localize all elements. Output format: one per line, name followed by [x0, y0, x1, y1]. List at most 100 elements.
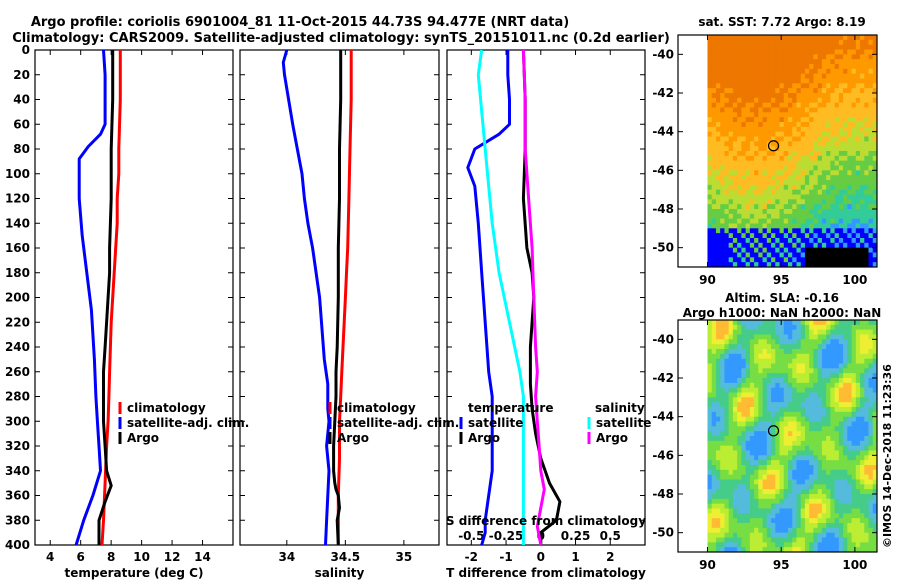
map-cell: [728, 445, 734, 451]
map-cell: [766, 93, 772, 99]
map-cell: [745, 508, 751, 514]
map-cell: [817, 78, 823, 84]
map-cell: [796, 257, 802, 263]
map-cell: [779, 218, 785, 224]
map-cell: [834, 252, 840, 258]
map-cell: [779, 213, 785, 220]
map-cell: [745, 155, 751, 162]
map-cell: [775, 131, 780, 137]
map-cell: [868, 479, 874, 485]
map-cell: [766, 411, 772, 418]
map-cell: [838, 136, 844, 142]
map-cell: [779, 339, 785, 345]
map-cell: [758, 436, 763, 442]
map-cell: [809, 368, 814, 374]
map-cell: [804, 344, 810, 350]
map-cell: [804, 508, 810, 514]
map-cell: [711, 155, 717, 162]
map-cell: [783, 262, 789, 268]
s-difference-label: S difference from climatology: [446, 514, 646, 528]
map-cell: [800, 165, 806, 171]
map-cell: [707, 155, 713, 162]
map-cell: [771, 252, 776, 258]
map-cell: [749, 160, 755, 166]
map-cell: [766, 131, 772, 137]
map-cell: [843, 97, 848, 104]
map-cell: [826, 68, 831, 75]
map-cell: [868, 102, 874, 108]
map-cell: [851, 537, 857, 543]
map-cell: [855, 445, 861, 451]
map-cell: [745, 93, 751, 99]
map-cell: [817, 324, 823, 331]
map-cell: [732, 411, 738, 418]
map-cell: [821, 537, 827, 543]
map-cell: [741, 131, 747, 137]
map-cell: [741, 209, 747, 215]
map-cell: [758, 508, 763, 514]
map-cell: [872, 160, 878, 166]
map-cell: [804, 513, 810, 519]
map-cell: [741, 349, 747, 355]
map-cell: [843, 247, 848, 253]
map-cell: [826, 93, 831, 99]
map-cell: [711, 503, 717, 509]
map-cell: [711, 489, 717, 495]
map-cell: [724, 199, 730, 205]
map-cell: [762, 402, 768, 408]
map-cell: [851, 59, 857, 65]
map-cell: [737, 228, 742, 234]
map-cell: [855, 189, 861, 195]
map-cell: [711, 59, 717, 65]
map-cell: [771, 445, 776, 451]
map-cell: [821, 155, 827, 162]
map-cell: [800, 387, 806, 393]
map-cell: [851, 64, 857, 70]
map-cell: [813, 547, 819, 553]
map-cell: [720, 324, 725, 331]
map-cell: [855, 262, 861, 268]
map-cell: [737, 349, 742, 355]
map-cell: [826, 155, 831, 162]
map-cell: [792, 184, 797, 191]
map-cell: [707, 532, 713, 538]
map-cell: [728, 407, 734, 413]
map-cell: [741, 146, 747, 152]
map-cell: [783, 426, 789, 432]
map-cell: [826, 44, 831, 50]
map-cell: [771, 117, 776, 123]
map-cell: [800, 353, 806, 360]
map-cell: [749, 126, 755, 133]
map-cell: [749, 54, 755, 60]
x-tick-label: 4: [46, 550, 54, 564]
map-cell: [711, 102, 717, 108]
map-cell: [711, 126, 717, 133]
map-cell: [788, 465, 793, 471]
map-cell: [766, 184, 772, 191]
map-cell: [732, 349, 738, 355]
map-cell: [754, 411, 759, 418]
map-cell: [851, 117, 857, 123]
map-cell: [847, 117, 852, 123]
map-cell: [855, 353, 861, 360]
map-cell: [804, 527, 810, 534]
map-cell: [847, 324, 852, 331]
map-cell: [826, 373, 831, 379]
map-cell: [711, 334, 717, 340]
map-cell: [779, 537, 785, 543]
map-cell: [745, 83, 751, 89]
map-cell: [707, 494, 713, 500]
map-cell: [821, 508, 827, 514]
map-cell: [843, 204, 848, 210]
map-cell: [826, 460, 831, 466]
map-cell: [715, 122, 721, 128]
map-cell: [864, 358, 869, 364]
x-tick-label: 12: [164, 550, 181, 564]
map-cell: [720, 155, 725, 162]
map-cell: [834, 102, 840, 108]
map-cell: [864, 353, 869, 360]
map-cell: [737, 508, 742, 514]
map-cell: [796, 117, 802, 123]
map-cell: [872, 112, 878, 118]
map-cell: [847, 387, 852, 393]
